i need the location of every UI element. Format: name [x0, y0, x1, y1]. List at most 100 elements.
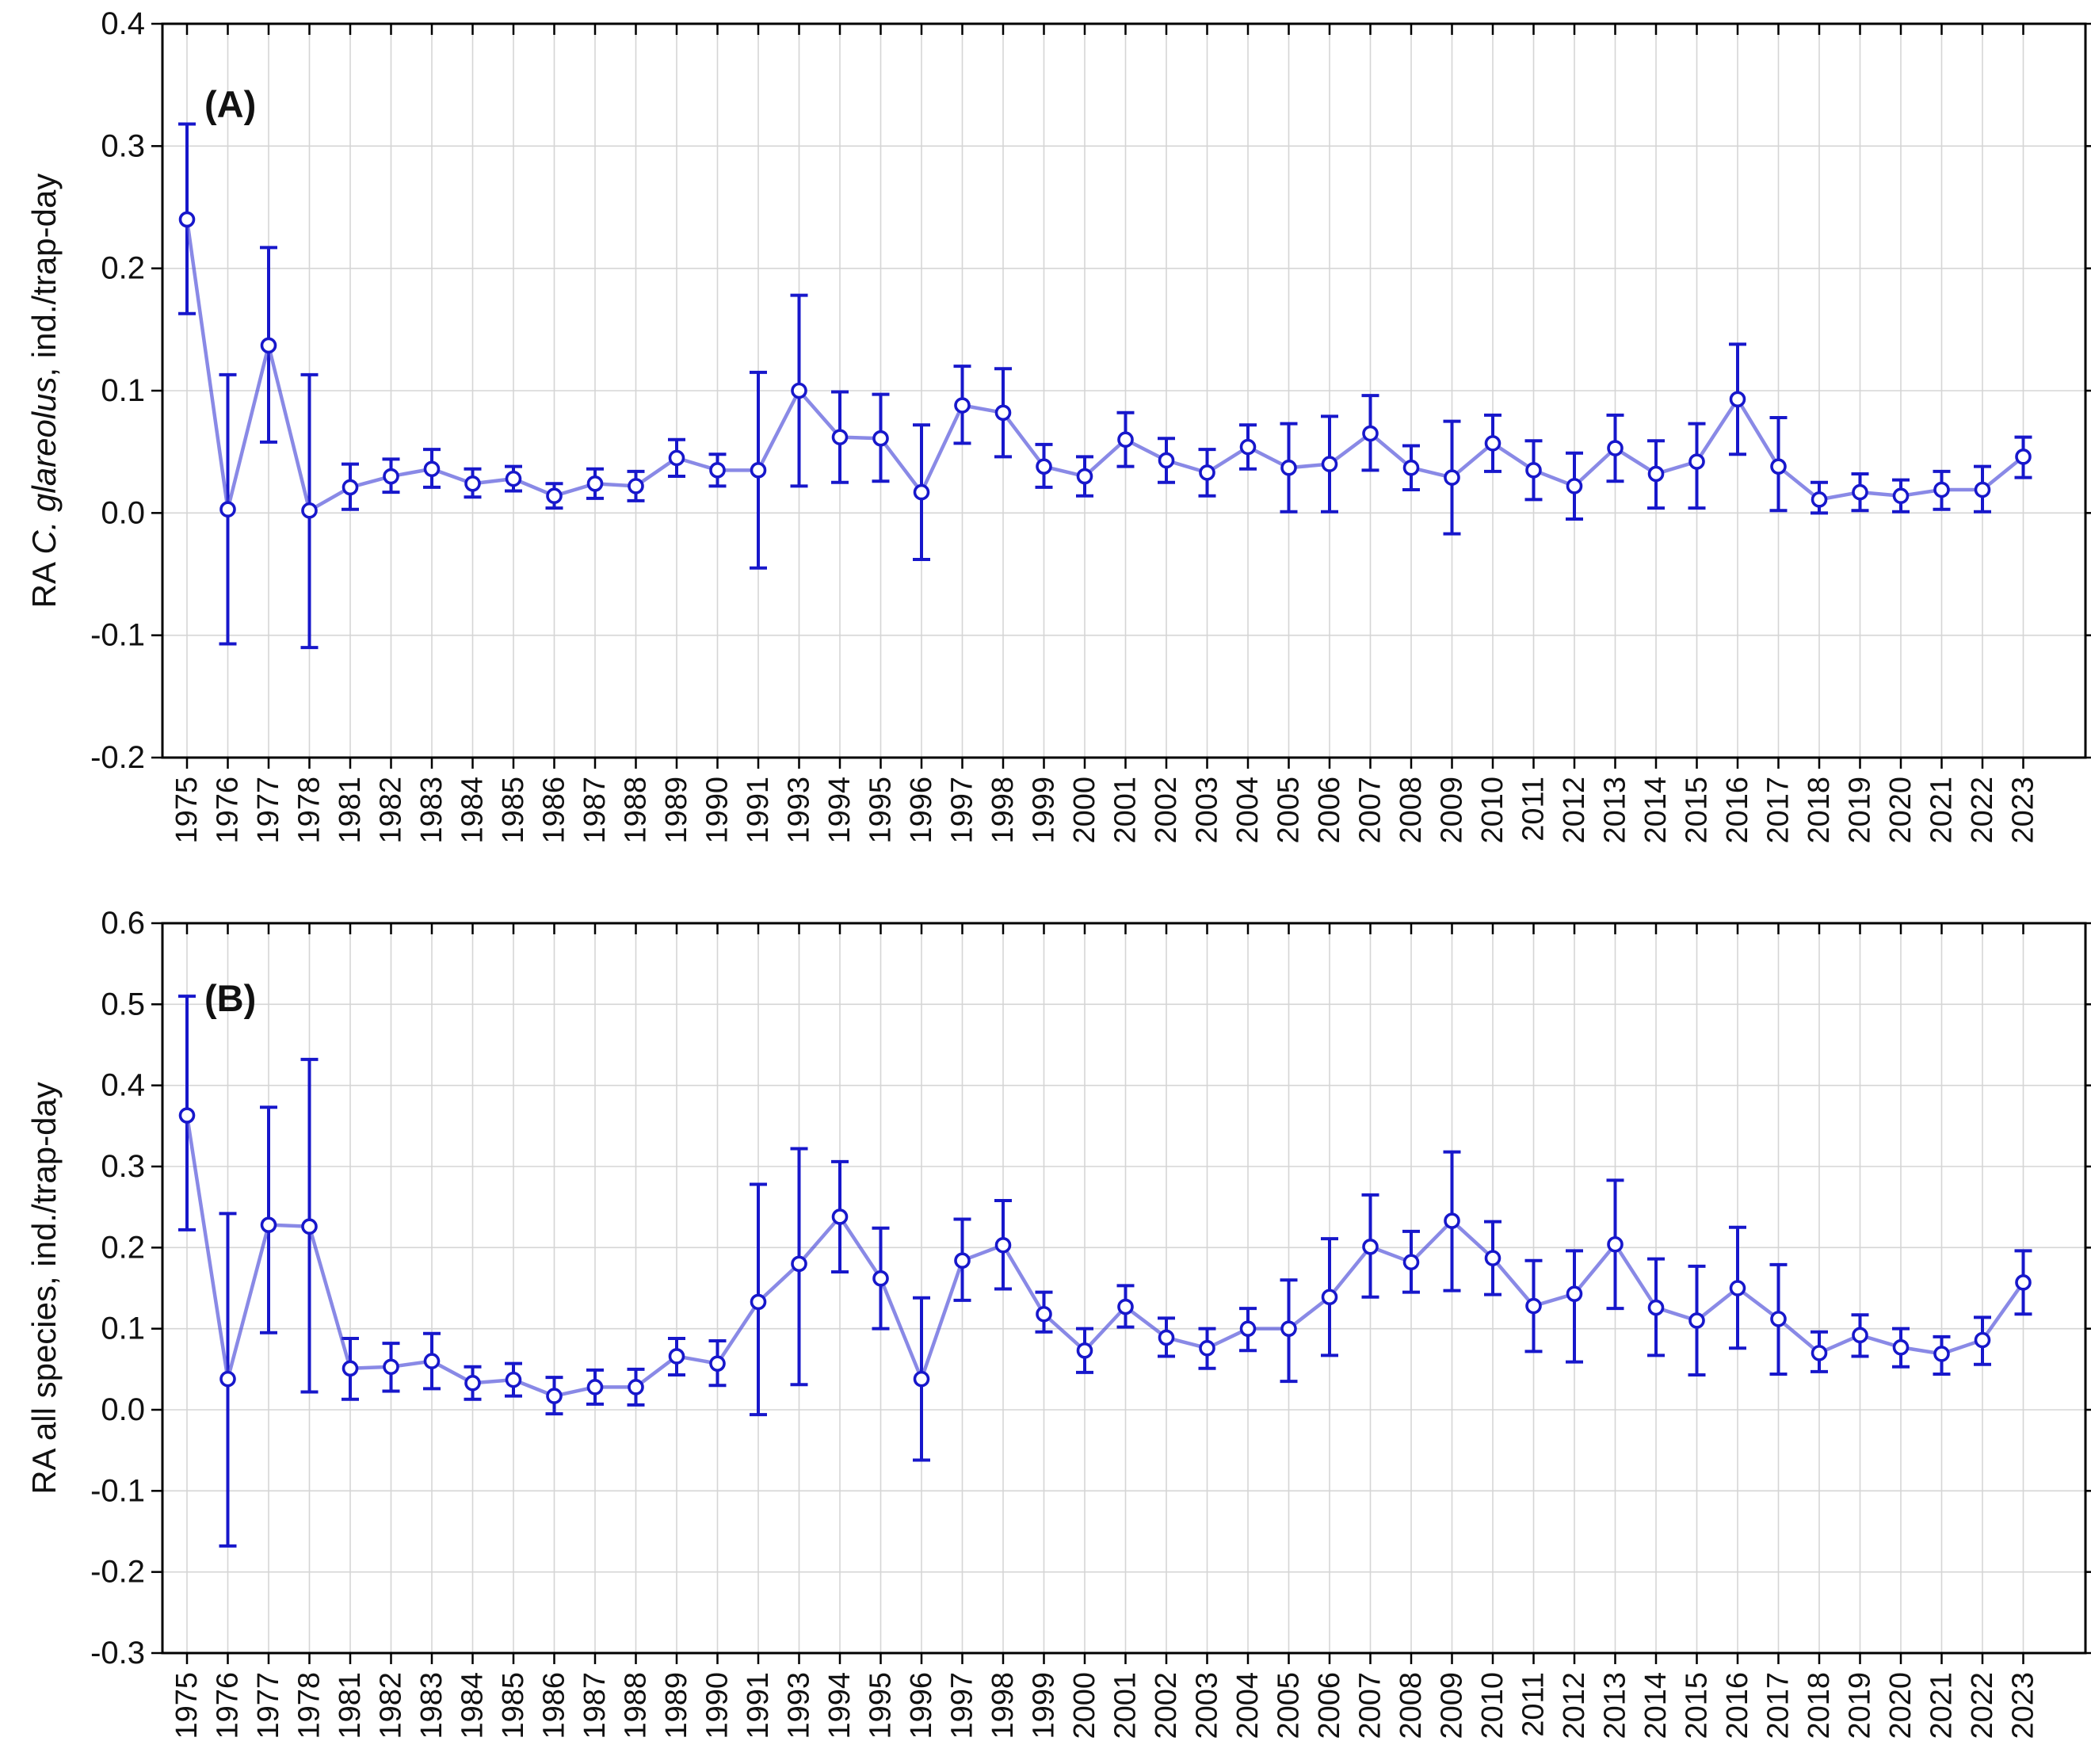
- data-point-marker: [1239, 438, 1257, 456]
- x-tick-label: 2005: [1273, 1672, 1306, 1739]
- x-tick-label: 2015: [1681, 777, 1714, 844]
- data-point-marker: [1566, 1285, 1583, 1302]
- x-tick-label: 2013: [1599, 777, 1632, 844]
- data-point-marker: [219, 1370, 236, 1388]
- y-tick-label: -0.3: [90, 1636, 145, 1670]
- x-tick-label: 2011: [1517, 777, 1551, 842]
- x-tick-label: 2012: [1558, 1672, 1591, 1739]
- x-tick-label: 1978: [293, 777, 326, 844]
- x-tick-label: 1993: [783, 1672, 816, 1739]
- data-point-marker: [1158, 452, 1175, 469]
- data-point-marker: [2015, 449, 2032, 465]
- data-point-marker: [423, 1353, 441, 1369]
- x-tick-label: 1996: [905, 777, 938, 844]
- data-point-marker: [1199, 464, 1215, 481]
- x-tick-label: 1990: [701, 1672, 735, 1739]
- data-point-marker: [546, 1388, 563, 1404]
- data-point-marker: [1239, 1320, 1257, 1337]
- x-tick-label: 1986: [538, 1672, 571, 1739]
- x-tick-label: 1987: [578, 1672, 612, 1739]
- x-tick-label: 1988: [620, 1672, 653, 1739]
- data-point-marker: [2015, 1274, 2032, 1291]
- data-point-marker: [1036, 1305, 1052, 1323]
- x-tick-label: 2003: [1191, 1672, 1224, 1739]
- panel-b-y-axis-title: RA all species, ind./trap-day: [25, 1082, 63, 1495]
- y-tick-label: 0.6: [101, 906, 145, 941]
- data-point-marker: [1402, 459, 1420, 476]
- data-point-marker: [586, 475, 604, 492]
- x-tick-label: 1982: [375, 1672, 408, 1739]
- data-point-marker: [1036, 458, 1052, 475]
- x-tick-label: 1984: [456, 777, 490, 844]
- data-point-marker: [546, 487, 563, 505]
- x-tick-label: 1982: [375, 777, 408, 844]
- y-tick-label: -0.2: [90, 1555, 145, 1590]
- x-tick-label: 1988: [620, 777, 653, 844]
- y-tick-label: 0.1: [101, 373, 145, 408]
- y-tick-label: 0.0: [101, 1392, 145, 1427]
- x-tick-label: 2005: [1273, 777, 1306, 844]
- error-bar: [1566, 1249, 1583, 1364]
- data-point-marker: [1647, 1299, 1665, 1316]
- data-point-marker: [1321, 1289, 1338, 1306]
- panel-a-markers: [178, 211, 2032, 519]
- x-tick-label: 2023: [2007, 777, 2040, 844]
- data-point-marker: [1974, 481, 1991, 498]
- x-tick-label: 1984: [456, 1672, 490, 1739]
- x-tick-label: 2006: [1313, 1672, 1346, 1739]
- panel-a-series-line: [185, 219, 2024, 513]
- data-point-marker: [1647, 465, 1665, 483]
- data-point-marker: [1607, 440, 1624, 456]
- data-point-marker: [1117, 431, 1134, 449]
- panel-a: 0.40.30.20.10.0-0.1-0.2 1975 1976 1977 1978 1…: [25, 6, 2091, 844]
- data-point-marker: [464, 1374, 481, 1392]
- x-tick-label: 2017: [1762, 1672, 1795, 1739]
- y-tick-label: 0.3: [101, 1149, 145, 1184]
- x-tick-label: 1993: [783, 777, 816, 844]
- data-point-marker: [586, 1379, 604, 1396]
- x-tick-label: 1998: [986, 777, 1020, 844]
- x-tick-label: 2000: [1068, 777, 1101, 844]
- x-tick-label: 1994: [823, 1672, 857, 1739]
- x-tick-label: 2019: [1844, 777, 1877, 844]
- x-tick-label: 1999: [1028, 777, 1061, 844]
- panel-a-ytick-labels: 0.4 0.3 0.2 0.1 0.0 -0.1 -0.2: [90, 6, 145, 775]
- data-point-marker: [1770, 458, 1787, 475]
- data-point-marker: [1484, 1250, 1501, 1266]
- data-point-marker: [1811, 1345, 1828, 1361]
- x-tick-label: 2022: [1966, 1672, 1999, 1739]
- x-tick-label: 1987: [578, 777, 612, 844]
- data-point-marker: [791, 382, 807, 399]
- data-point-marker: [1566, 478, 1583, 494]
- panel-b-label: (B): [204, 977, 256, 1019]
- x-tick-label: 1989: [660, 1672, 693, 1739]
- x-tick-label: 2010: [1476, 1672, 1509, 1739]
- data-point-marker: [342, 479, 359, 496]
- data-point-marker: [1402, 1254, 1420, 1271]
- data-point-marker: [831, 1208, 849, 1225]
- x-tick-label: 2007: [1354, 777, 1387, 844]
- data-point-marker: [913, 483, 930, 501]
- panel-b-series-line: [185, 1115, 2025, 1398]
- data-point-marker: [1729, 391, 1746, 408]
- x-tick-label: 1986: [538, 777, 571, 844]
- x-tick-label: 2015: [1681, 1672, 1714, 1739]
- data-point-marker: [668, 1348, 685, 1365]
- data-point-marker: [1852, 483, 1868, 501]
- x-tick-label: 2022: [1966, 777, 1999, 844]
- data-point-marker: [709, 462, 726, 479]
- data-point-marker: [1280, 1320, 1297, 1337]
- data-point-marker: [791, 1255, 807, 1273]
- y-tick-label: 0.4: [101, 1068, 145, 1103]
- data-point-marker: [709, 1355, 726, 1372]
- x-tick-label: 1983: [415, 777, 448, 844]
- data-point-marker: [1525, 1297, 1542, 1315]
- panel-a-xtick-labels: 1975 1976 1977 1978 1981 1982 1983 1984 1985 1986…: [170, 777, 2040, 844]
- data-point-marker: [1974, 1331, 1991, 1349]
- data-point-marker: [178, 211, 196, 228]
- x-tick-label: 2008: [1395, 1672, 1428, 1739]
- x-tick-label: 1994: [823, 777, 857, 844]
- data-point-marker: [1484, 435, 1501, 452]
- x-tick-label: 1996: [905, 1672, 938, 1739]
